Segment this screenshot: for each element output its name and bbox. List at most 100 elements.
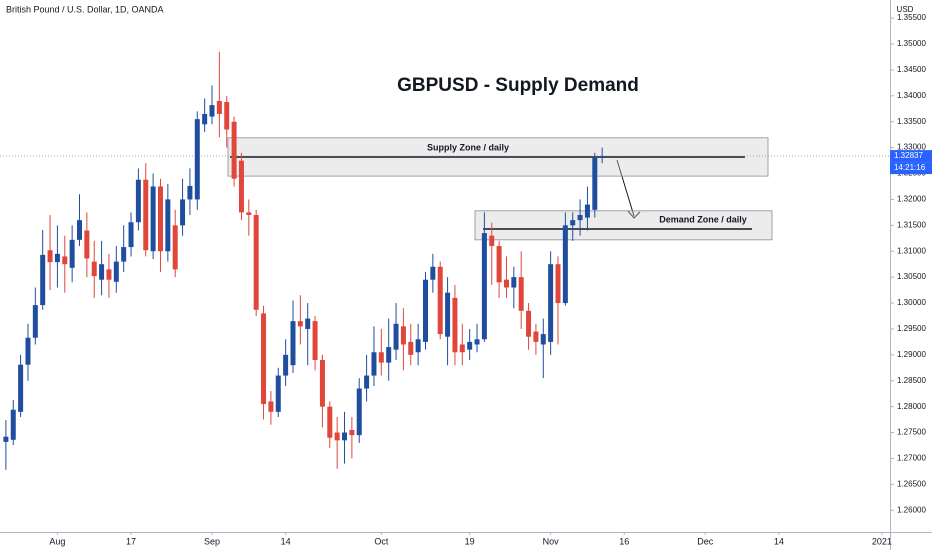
- candle-body: [157, 186, 163, 252]
- candle-body: [334, 432, 340, 441]
- candle-body: [283, 354, 289, 376]
- candle-body: [496, 246, 502, 283]
- candle-body: [452, 297, 458, 353]
- candle-body: [18, 364, 24, 412]
- candle-body: [47, 250, 53, 263]
- y-tick-label: 1.26000: [897, 505, 926, 514]
- arrow: [616, 159, 641, 219]
- y-tick-label: 1.35000: [897, 39, 926, 48]
- candle-body: [467, 341, 473, 350]
- candle-body: [518, 277, 524, 311]
- candle-body: [209, 105, 215, 117]
- x-tick-label: 19: [465, 536, 475, 546]
- candle-body: [202, 113, 208, 125]
- candle-body: [62, 256, 68, 265]
- candle-body: [408, 341, 414, 355]
- candle-body: [584, 204, 590, 218]
- candle-body: [474, 339, 480, 345]
- candle-body: [253, 214, 259, 310]
- y-tick-label: 1.27500: [897, 428, 926, 437]
- candle-body: [231, 121, 237, 179]
- candle-body: [216, 101, 222, 114]
- candle-body: [356, 388, 362, 436]
- zone-label: Supply Zone / daily: [427, 142, 509, 152]
- candle-body: [349, 429, 355, 436]
- candle-body: [40, 254, 46, 306]
- x-tick-label: 14: [281, 536, 291, 546]
- candle-body: [99, 264, 105, 280]
- candle-body: [599, 156, 605, 158]
- x-tick-label: Sep: [204, 536, 220, 546]
- candle-body: [106, 269, 112, 280]
- candle-body: [400, 326, 406, 345]
- candle-body: [378, 352, 384, 363]
- timer-label: 14:21:16: [894, 163, 926, 172]
- last-price-label: 1.32837: [894, 151, 923, 160]
- candle-body: [3, 436, 9, 442]
- candle-body: [91, 261, 97, 277]
- y-tick-label: 1.31500: [897, 220, 926, 229]
- candle-body: [128, 222, 134, 248]
- y-tick-label: 1.27000: [897, 454, 926, 463]
- candle-body: [143, 179, 149, 251]
- candle-body: [533, 331, 539, 342]
- x-tick-label: 17: [126, 536, 136, 546]
- y-tick-label: 1.34500: [897, 65, 926, 74]
- candle-body: [445, 292, 451, 337]
- candle-body: [246, 212, 252, 215]
- y-tick-label: 1.33500: [897, 117, 926, 126]
- candle-body: [570, 220, 576, 226]
- candle-body: [319, 360, 325, 407]
- candle-body: [503, 279, 509, 288]
- candle-body: [180, 199, 186, 226]
- candle-body: [430, 266, 436, 280]
- candle-body: [526, 310, 532, 337]
- candle-body: [32, 305, 38, 338]
- candle-body: [371, 352, 377, 376]
- symbol-header: British Pound / U.S. Dollar, 1D, OANDA: [6, 4, 164, 14]
- candle-body: [290, 321, 296, 366]
- candle-body: [364, 375, 370, 389]
- y-tick-label: 1.34000: [897, 91, 926, 100]
- candle-body: [238, 160, 244, 213]
- candle-body: [540, 334, 546, 345]
- y-tick-label: 1.30500: [897, 272, 926, 281]
- zone-label: Demand Zone / daily: [659, 214, 747, 224]
- candle-body: [172, 225, 178, 270]
- candle-body: [459, 344, 465, 353]
- candle-body: [84, 230, 90, 259]
- candle-body: [135, 179, 141, 223]
- x-tick-label: 14: [774, 536, 784, 546]
- candle-body: [305, 318, 311, 329]
- y-tick-label: 1.30000: [897, 298, 926, 307]
- last-price-badge: [890, 150, 932, 163]
- currency-label: USD: [897, 5, 914, 14]
- candle-body: [342, 432, 348, 441]
- candle-body: [312, 321, 318, 361]
- candle-body: [548, 264, 554, 342]
- y-tick-label: 1.31000: [897, 246, 926, 255]
- candle-body: [275, 375, 281, 412]
- candle-body: [10, 409, 16, 440]
- x-tick-label: 16: [619, 536, 629, 546]
- candle-body: [415, 339, 421, 353]
- candle-body: [437, 266, 443, 335]
- candle-body: [121, 247, 127, 262]
- candle-body: [54, 253, 60, 263]
- y-tick-label: 1.33000: [897, 143, 926, 152]
- candle-body: [562, 225, 568, 304]
- y-tick-label: 1.26500: [897, 479, 926, 488]
- candle-body: [150, 186, 156, 252]
- candle-body: [25, 337, 31, 365]
- candle-body: [422, 279, 428, 342]
- candle-body: [69, 239, 75, 268]
- candle-body: [393, 323, 399, 350]
- y-tick-label: 1.28500: [897, 376, 926, 385]
- timer-badge: [890, 162, 932, 175]
- candle-body: [113, 261, 119, 282]
- x-tick-label: Oct: [374, 536, 389, 546]
- candle-body: [577, 214, 583, 221]
